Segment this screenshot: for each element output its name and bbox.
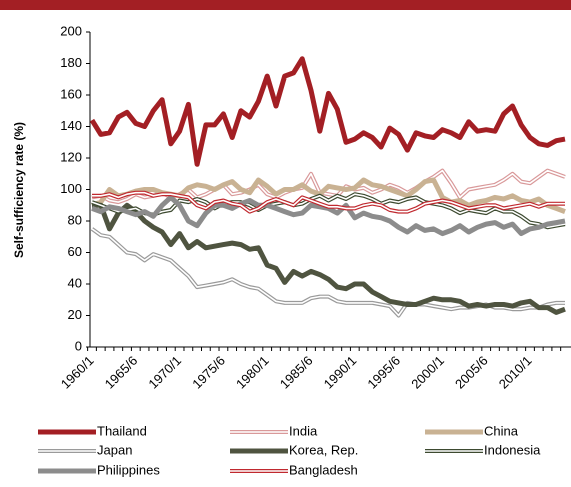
y-axis-title: Self-sufficiency rate (%) <box>12 122 26 258</box>
y-tick-label: 60 <box>68 244 82 259</box>
legend-label: Thailand <box>97 423 147 438</box>
y-tick-label: 140 <box>60 118 82 133</box>
legend-label: Philippines <box>97 462 160 477</box>
x-tick-label: 2010/1 <box>496 353 535 392</box>
x-tick-label: 1995/6 <box>364 353 403 392</box>
x-tick-label: 1975/6 <box>189 353 228 392</box>
x-tick-label: 2005/6 <box>452 353 491 392</box>
top-band <box>0 0 571 10</box>
y-tick-label: 20 <box>68 307 82 322</box>
legend-label: Indonesia <box>484 442 541 457</box>
y-tick-label: 200 <box>60 23 82 38</box>
x-tick-label: 1965/6 <box>102 353 141 392</box>
line-inner <box>91 193 566 229</box>
legend-label: Bangladesh <box>289 462 358 477</box>
x-tick-label: 1960/1 <box>58 353 97 392</box>
y-tick-label: 80 <box>68 212 82 227</box>
x-tick-label: 1990/1 <box>321 353 360 392</box>
y-tick-label: 160 <box>60 86 82 101</box>
y-tick-label: 40 <box>68 275 82 290</box>
legend-label: Korea, Rep. <box>289 442 358 457</box>
legend-label: India <box>289 423 318 438</box>
x-tick-label: 1970/1 <box>145 353 184 392</box>
line <box>92 202 566 315</box>
y-tick-label: 180 <box>60 55 82 70</box>
line-inner <box>92 191 565 213</box>
legend-label: Japan <box>97 442 132 457</box>
y-tick-label: 120 <box>60 149 82 164</box>
y-tick-label: 100 <box>60 181 82 196</box>
x-tick-label: 1980/1 <box>233 353 272 392</box>
y-tick-label: 0 <box>75 338 82 353</box>
line <box>91 194 566 237</box>
legend-label: China <box>484 423 519 438</box>
x-tick-label: 2000/1 <box>408 353 447 392</box>
line <box>89 56 566 167</box>
x-tick-label: 1985/6 <box>277 353 316 392</box>
